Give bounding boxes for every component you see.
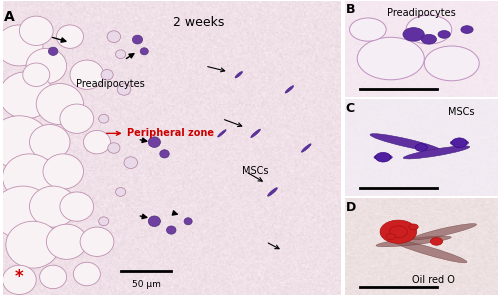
Ellipse shape bbox=[376, 236, 451, 247]
Circle shape bbox=[424, 46, 479, 81]
Ellipse shape bbox=[412, 224, 476, 240]
Circle shape bbox=[98, 114, 109, 123]
Circle shape bbox=[0, 72, 53, 119]
Text: B: B bbox=[346, 4, 356, 17]
Circle shape bbox=[36, 83, 84, 125]
Circle shape bbox=[80, 227, 114, 256]
Circle shape bbox=[48, 47, 58, 55]
Text: 2 weeks: 2 weeks bbox=[172, 16, 224, 29]
Circle shape bbox=[98, 217, 109, 226]
Circle shape bbox=[389, 226, 407, 237]
Circle shape bbox=[70, 60, 104, 89]
Circle shape bbox=[0, 116, 50, 168]
Ellipse shape bbox=[235, 72, 242, 78]
Text: 50 μm: 50 μm bbox=[132, 280, 160, 289]
Circle shape bbox=[6, 221, 60, 268]
Ellipse shape bbox=[218, 130, 226, 137]
Ellipse shape bbox=[268, 188, 278, 196]
Ellipse shape bbox=[391, 239, 467, 263]
Text: MSCs: MSCs bbox=[448, 107, 474, 117]
Text: C: C bbox=[346, 102, 355, 115]
Text: *: * bbox=[15, 268, 24, 286]
Circle shape bbox=[56, 25, 84, 48]
Circle shape bbox=[30, 125, 70, 160]
Circle shape bbox=[0, 186, 53, 239]
Circle shape bbox=[46, 224, 87, 259]
Circle shape bbox=[20, 16, 53, 45]
Ellipse shape bbox=[370, 134, 442, 152]
Circle shape bbox=[430, 237, 442, 245]
Ellipse shape bbox=[302, 144, 311, 152]
Circle shape bbox=[148, 137, 160, 147]
Circle shape bbox=[376, 152, 391, 162]
Circle shape bbox=[0, 25, 43, 66]
Circle shape bbox=[452, 138, 467, 148]
Text: A: A bbox=[4, 10, 15, 24]
Circle shape bbox=[23, 63, 50, 86]
Circle shape bbox=[30, 186, 77, 227]
Circle shape bbox=[438, 30, 450, 38]
Circle shape bbox=[386, 234, 396, 239]
Circle shape bbox=[101, 70, 113, 80]
Circle shape bbox=[40, 265, 66, 289]
Text: MSCs: MSCs bbox=[242, 166, 268, 176]
Circle shape bbox=[116, 50, 126, 59]
Circle shape bbox=[140, 48, 148, 55]
Ellipse shape bbox=[374, 154, 392, 160]
Circle shape bbox=[415, 144, 428, 152]
Circle shape bbox=[117, 83, 131, 95]
Ellipse shape bbox=[251, 129, 260, 138]
Text: Peripheral zone: Peripheral zone bbox=[106, 128, 214, 138]
Circle shape bbox=[2, 154, 56, 201]
Circle shape bbox=[461, 26, 473, 33]
Circle shape bbox=[108, 143, 120, 153]
Circle shape bbox=[406, 15, 452, 44]
Circle shape bbox=[43, 154, 84, 189]
Circle shape bbox=[74, 262, 101, 286]
Circle shape bbox=[166, 226, 176, 234]
Circle shape bbox=[132, 35, 142, 44]
Text: D: D bbox=[346, 201, 356, 214]
Circle shape bbox=[84, 131, 110, 154]
Circle shape bbox=[60, 104, 94, 133]
Circle shape bbox=[184, 218, 192, 225]
Text: Preadipocytes: Preadipocytes bbox=[387, 8, 456, 18]
Circle shape bbox=[380, 220, 416, 243]
Text: Preadipocytes: Preadipocytes bbox=[76, 78, 145, 89]
Text: Oil red O: Oil red O bbox=[412, 275, 455, 285]
Circle shape bbox=[357, 37, 424, 80]
Circle shape bbox=[403, 28, 424, 41]
Circle shape bbox=[26, 48, 66, 83]
Ellipse shape bbox=[450, 140, 468, 146]
Circle shape bbox=[148, 216, 160, 226]
Circle shape bbox=[350, 18, 386, 41]
Circle shape bbox=[116, 188, 126, 196]
Circle shape bbox=[2, 265, 36, 295]
Circle shape bbox=[409, 224, 418, 230]
Circle shape bbox=[421, 34, 436, 44]
Circle shape bbox=[60, 192, 94, 221]
Circle shape bbox=[124, 157, 138, 168]
Ellipse shape bbox=[285, 86, 294, 93]
Circle shape bbox=[160, 150, 169, 158]
Circle shape bbox=[107, 31, 120, 43]
Ellipse shape bbox=[404, 146, 469, 159]
